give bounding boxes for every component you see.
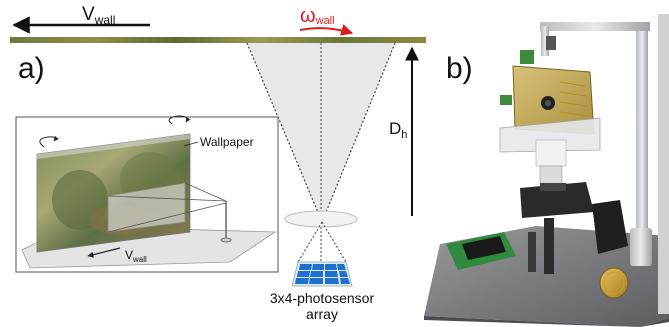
inset-rotation-arrow-right	[168, 115, 191, 125]
v-wall-label: Vwall	[82, 4, 115, 27]
panel-b-label: b)	[446, 52, 473, 85]
omega-wall-label: ωwall	[300, 5, 335, 27]
panel-a-label: a)	[18, 52, 45, 85]
stand-arm	[540, 22, 650, 31]
pcb-mount	[499, 117, 601, 153]
cone-edge-left	[246, 42, 323, 223]
inset-v-wall-arrow	[87, 247, 121, 258]
lens	[284, 210, 358, 228]
panel-a: Vwall ωwall a)	[10, 4, 426, 322]
inset-view-plane	[107, 182, 186, 233]
xy-stage	[520, 182, 594, 218]
cone-edge-right	[321, 42, 396, 223]
stand-pole	[636, 24, 648, 254]
distance-label: Dh	[389, 119, 407, 141]
sensor-caption-line1: 3x4-photosensor	[270, 290, 375, 306]
lower-ray-left	[297, 221, 323, 263]
panel-b: b)	[424, 14, 669, 327]
lower-ray-right	[321, 221, 347, 263]
setup-inset: Wallpaper Vwall	[15, 115, 279, 273]
inset-wallpaper-label: Wallpaper	[200, 135, 254, 149]
inset-rotation-arrow-left	[39, 135, 59, 148]
inset-v-wall-label: Vwall	[125, 248, 147, 264]
wallpaper-strip	[10, 37, 426, 43]
sensor-caption-line2: array	[306, 306, 338, 322]
photosensor-array	[291, 261, 353, 287]
omega-wall-arrow	[299, 24, 354, 36]
